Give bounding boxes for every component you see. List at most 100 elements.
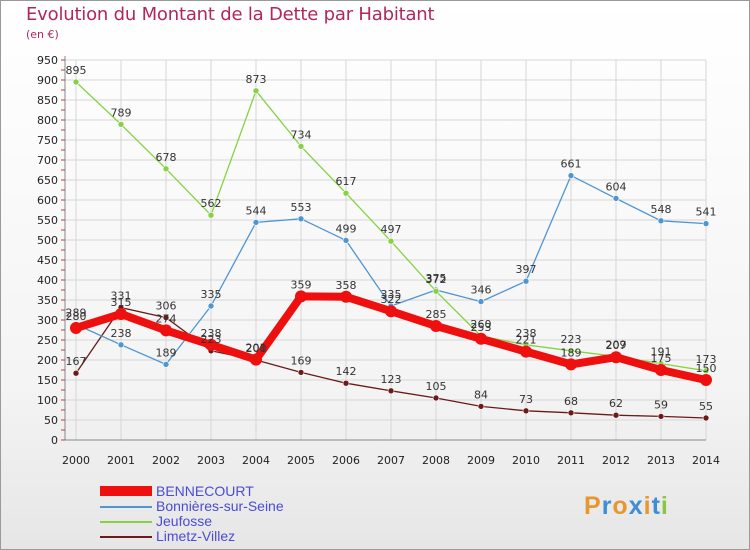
- y-tick-label: 450: [37, 254, 58, 267]
- x-tick-label: 2011: [557, 454, 585, 467]
- data-point: [250, 353, 262, 366]
- logo-letter: t: [651, 492, 661, 520]
- data-label: 358: [336, 279, 357, 292]
- legend-swatch: [100, 486, 152, 496]
- data-point: [477, 403, 485, 410]
- data-point: [702, 367, 710, 375]
- proxiti-logo[interactable]: Proxiti: [584, 492, 669, 521]
- data-label: 346: [471, 284, 492, 297]
- data-label: 238: [201, 327, 222, 340]
- x-tick-label: 2010: [512, 454, 540, 467]
- x-tick-label: 2008: [422, 454, 450, 467]
- data-point: [252, 219, 260, 226]
- legend-label: Jeufosse: [156, 513, 213, 529]
- legend-item-bennecourt[interactable]: BENNECOURT: [100, 483, 360, 499]
- logo-letter: i: [643, 492, 652, 520]
- data-label: 375: [426, 272, 447, 285]
- data-label: 895: [66, 64, 87, 77]
- y-tick-label: 250: [37, 334, 58, 347]
- data-point: [70, 322, 82, 334]
- data-label: 123: [381, 373, 402, 386]
- data-label: 169: [291, 354, 312, 367]
- data-label: 335: [201, 288, 222, 301]
- data-label: 548: [651, 203, 672, 216]
- x-tick-label: 2002: [152, 454, 180, 467]
- y-tick-label: 200: [37, 354, 58, 367]
- data-point: [387, 387, 395, 395]
- data-label: 553: [291, 201, 312, 214]
- y-tick-label: 100: [37, 394, 58, 407]
- data-label: 335: [381, 288, 402, 301]
- data-point: [117, 341, 125, 349]
- data-label: 209: [606, 338, 627, 351]
- data-point: [522, 277, 530, 285]
- data-labels: 167 331 306 223 200 169 142 123 105 84 73 68 62 59 55 2…: [66, 64, 717, 413]
- data-label: 221: [516, 334, 537, 347]
- data-label: 306: [156, 300, 177, 313]
- legend-swatch: [100, 536, 152, 538]
- x-tick-label: 2001: [107, 454, 135, 467]
- data-label: 105: [426, 380, 447, 393]
- logo-letter: P: [584, 492, 602, 520]
- data-point: [205, 338, 217, 351]
- data-point: [475, 332, 487, 345]
- x-tick-label: 2009: [467, 454, 495, 467]
- data-point: [295, 290, 307, 303]
- data-label: 59: [654, 398, 668, 411]
- data-point: [522, 407, 530, 415]
- data-point: [207, 302, 215, 310]
- data-point: [567, 409, 575, 417]
- data-point: [700, 374, 712, 386]
- data-point: [297, 143, 305, 150]
- data-label: 73: [519, 393, 533, 406]
- data-label: 280: [66, 310, 87, 323]
- data-point: [72, 369, 80, 377]
- legend: BENNECOURT Bonnières-sur-Seine Jeufosse …: [100, 483, 360, 544]
- data-label: 173: [696, 353, 717, 366]
- data-label: 873: [246, 73, 267, 86]
- data-label: 789: [111, 106, 132, 119]
- unit-label: (en €): [26, 28, 59, 41]
- data-point: [115, 308, 127, 320]
- data-point: [565, 358, 577, 371]
- data-label: 55: [699, 400, 713, 413]
- logo-letter: x: [628, 492, 644, 520]
- logo-letter: r: [601, 492, 613, 520]
- data-label: 62: [609, 397, 623, 410]
- data-label: 167: [66, 355, 87, 368]
- legend-item-limetz[interactable]: Limetz-Villez: [100, 528, 360, 544]
- data-label: 661: [561, 158, 582, 171]
- y-tick-label: 950: [37, 54, 58, 67]
- data-label: 617: [336, 175, 357, 188]
- data-point: [520, 345, 532, 358]
- y-tick-label: 900: [37, 74, 58, 87]
- data-point: [297, 215, 305, 223]
- data-label: 322: [381, 293, 402, 306]
- data-label: 372: [426, 273, 447, 286]
- legend-swatch: [100, 521, 152, 523]
- y-tick-label: 600: [37, 194, 58, 207]
- legend-item-jeufosse[interactable]: Jeufosse: [100, 513, 360, 529]
- data-label: 207: [606, 339, 627, 352]
- data-point: [702, 414, 710, 422]
- data-point: [567, 347, 575, 355]
- data-label: 359: [291, 278, 312, 291]
- y-tick-label: 850: [37, 94, 58, 107]
- data-label: 397: [516, 263, 537, 276]
- data-label: 200: [246, 342, 267, 355]
- data-label: 274: [156, 312, 177, 325]
- data-label: 142: [336, 365, 357, 378]
- series-lines: [70, 78, 712, 422]
- axes: 0 50 100 150 200 250 300 350 400 450 500 550 600 650 7…: [37, 54, 720, 467]
- legend-item-bonnieres[interactable]: Bonnières-sur-Seine: [100, 498, 360, 514]
- data-point: [162, 314, 170, 321]
- data-point: [612, 195, 620, 202]
- data-label: 289: [66, 306, 87, 319]
- data-label: 285: [426, 308, 447, 321]
- data-point: [207, 211, 215, 219]
- data-label: 331: [111, 290, 132, 303]
- logo-letter: i: [660, 492, 669, 520]
- data-point: [342, 379, 350, 387]
- data-point: [567, 172, 575, 179]
